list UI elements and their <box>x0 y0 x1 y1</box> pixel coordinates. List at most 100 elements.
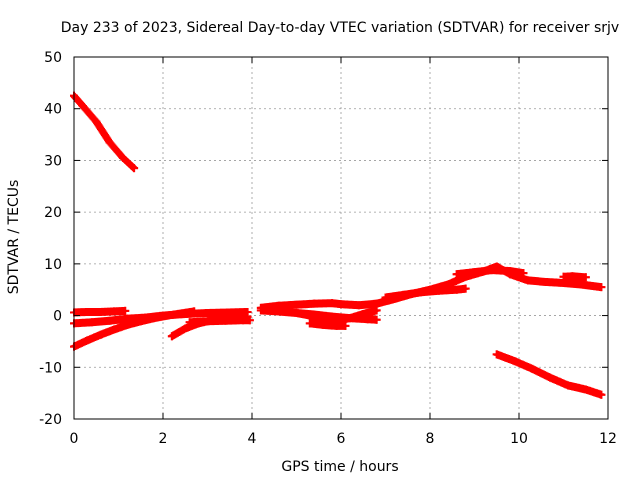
series-13 <box>559 272 590 282</box>
y-tick-labels: -20 -10 0 10 20 30 40 50 <box>39 50 62 428</box>
data-point <box>87 318 96 327</box>
data-point <box>292 300 301 309</box>
data-point <box>292 308 301 317</box>
data-point <box>110 325 119 334</box>
data-point <box>123 320 132 329</box>
data-point <box>319 320 328 329</box>
data-point <box>506 267 515 276</box>
data-point <box>256 303 265 312</box>
y-tick-label: 10 <box>44 257 62 273</box>
data-point <box>83 307 92 316</box>
data-point <box>239 316 248 325</box>
data-point <box>581 385 590 394</box>
y-tick-label: 0 <box>53 309 62 325</box>
data-point <box>354 301 363 310</box>
x-tick-label: 0 <box>70 431 79 447</box>
data-point <box>305 319 314 328</box>
data-point <box>461 284 470 293</box>
series-trail <box>256 262 606 312</box>
data-point <box>96 307 105 316</box>
data-point <box>167 332 176 341</box>
data-point <box>118 153 127 162</box>
data-point <box>488 266 497 275</box>
data-point <box>328 299 337 308</box>
data-point <box>181 324 190 333</box>
data-point <box>337 300 345 309</box>
data-point <box>163 311 172 320</box>
data-point <box>130 164 139 173</box>
y-tick-label: -10 <box>39 360 62 376</box>
series-10 <box>305 319 350 330</box>
data-point <box>341 321 350 330</box>
data-point <box>332 321 341 330</box>
data-point <box>528 364 537 373</box>
data-point <box>519 269 528 278</box>
data-point <box>372 315 381 324</box>
data-point <box>190 307 199 316</box>
x-tick-label: 8 <box>426 431 435 447</box>
data-point <box>546 373 555 382</box>
data-point <box>523 276 532 285</box>
series-6 <box>185 316 254 327</box>
y-axis-title: SDTVAR / TECUs <box>6 180 22 295</box>
data-point <box>452 285 461 294</box>
data-point <box>359 310 368 319</box>
data-point <box>110 307 119 316</box>
data-point <box>470 268 479 277</box>
data-point <box>150 314 159 323</box>
data-point <box>245 316 254 325</box>
series-12 <box>452 266 528 279</box>
y-tick-label: 40 <box>44 102 62 118</box>
data-point <box>568 272 577 281</box>
data-point <box>510 357 519 366</box>
data-series <box>70 91 606 399</box>
data-point <box>92 117 101 126</box>
data-point <box>121 306 130 315</box>
data-point <box>597 283 606 292</box>
data-point <box>345 314 354 323</box>
x-tick-label: 6 <box>337 431 346 447</box>
data-point <box>381 293 390 302</box>
data-point <box>105 138 114 147</box>
axis-ticks <box>73 56 609 420</box>
y-tick-label: 50 <box>44 50 62 66</box>
x-tick-label: 12 <box>599 431 617 447</box>
data-point <box>563 381 572 390</box>
data-point <box>310 299 319 308</box>
data-point <box>96 330 105 339</box>
data-point <box>78 102 87 111</box>
data-point <box>203 308 212 317</box>
data-point <box>559 272 568 281</box>
data-point <box>372 299 381 308</box>
data-point <box>203 317 212 326</box>
series-2 <box>70 306 130 317</box>
x-axis-title: GPS time / hours <box>281 459 398 475</box>
data-point <box>176 309 185 318</box>
series-trail <box>492 350 606 399</box>
y-tick-label: -20 <box>39 412 62 428</box>
x-tick-label: 4 <box>248 431 257 447</box>
data-point <box>541 277 550 286</box>
grid-lines <box>74 57 608 419</box>
series-8 <box>256 262 606 312</box>
data-point <box>577 280 586 289</box>
data-point <box>492 350 501 359</box>
x-tick-label: 2 <box>159 431 168 447</box>
x-tick-labels: 0 2 4 6 8 10 12 <box>70 431 617 447</box>
data-point <box>105 316 114 325</box>
data-point <box>185 318 194 327</box>
chart-title: Day 233 of 2023, Sidereal Day-to-day VTE… <box>61 20 619 36</box>
data-point <box>372 306 381 315</box>
y-tick-label: 20 <box>44 205 62 221</box>
series-9 <box>292 306 381 325</box>
y-tick-label: 30 <box>44 153 62 169</box>
data-point <box>221 316 230 325</box>
data-point <box>581 273 590 282</box>
data-point <box>417 288 426 297</box>
data-point <box>136 317 145 326</box>
data-point <box>305 311 314 320</box>
data-point <box>399 290 408 299</box>
series-11 <box>381 284 470 302</box>
data-point <box>452 270 461 279</box>
